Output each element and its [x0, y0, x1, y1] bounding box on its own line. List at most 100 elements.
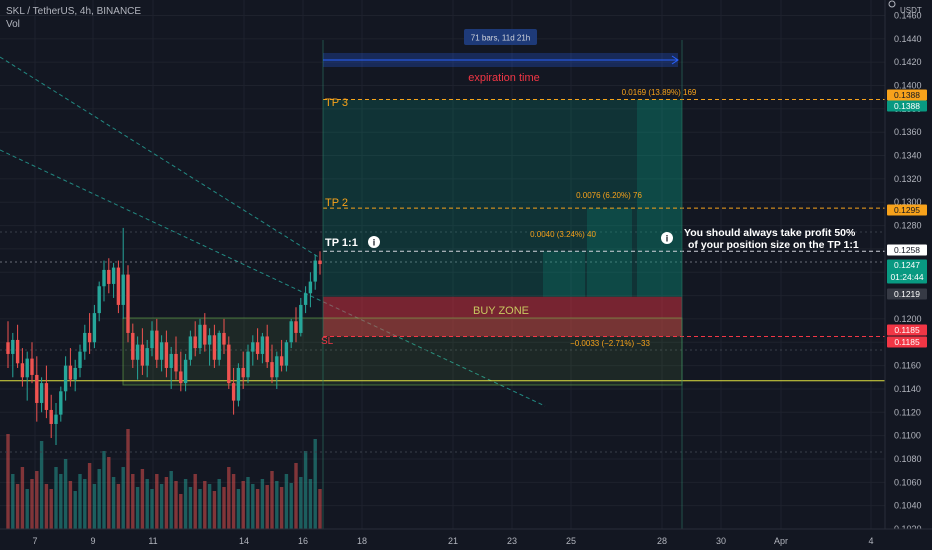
candle-body [231, 383, 236, 401]
candle-body [131, 332, 135, 360]
candle[interactable] [145, 339, 149, 378]
candle[interactable] [203, 313, 207, 352]
candle[interactable] [159, 335, 164, 372]
volume-bar [212, 491, 217, 529]
candle[interactable] [212, 324, 217, 368]
price-badge[interactable]: 0.1185 [887, 324, 927, 336]
candle[interactable] [87, 313, 92, 354]
volume-bar [203, 481, 207, 529]
candle[interactable] [111, 262, 116, 298]
candle[interactable] [188, 330, 193, 366]
candle[interactable] [35, 356, 39, 422]
profit-zone[interactable] [323, 99, 682, 297]
time-axis[interactable]: 7 9 11 14 16 18 21 23 25 28 30 Apr 4 [0, 528, 932, 550]
candle[interactable] [174, 336, 178, 380]
info-icon[interactable]: i [368, 236, 380, 248]
candle-body [198, 324, 202, 349]
candle[interactable] [236, 363, 241, 407]
candle[interactable] [54, 402, 58, 445]
candle[interactable] [59, 386, 63, 422]
candle[interactable] [231, 367, 236, 415]
price-badge[interactable]: 0.1388 [887, 89, 927, 101]
candle[interactable] [25, 351, 29, 401]
target-bar [543, 251, 585, 297]
candle[interactable] [227, 336, 231, 389]
candle[interactable] [131, 323, 135, 368]
candle[interactable] [294, 307, 298, 343]
candle[interactable] [126, 265, 130, 343]
candle[interactable] [63, 356, 68, 401]
candle[interactable] [102, 260, 106, 302]
buy-zone[interactable] [323, 296, 682, 337]
candle[interactable] [169, 346, 173, 389]
candle[interactable] [251, 335, 255, 366]
candle[interactable] [279, 339, 284, 372]
accumulation-box[interactable] [122, 317, 683, 386]
candle[interactable] [150, 321, 154, 357]
candle[interactable] [217, 330, 221, 366]
candle-body [63, 365, 68, 392]
candle[interactable] [318, 251, 322, 275]
price-badge-value: 0.1388 [894, 101, 920, 111]
candle[interactable] [313, 254, 317, 290]
candle[interactable] [198, 318, 202, 354]
candle[interactable] [116, 260, 121, 314]
candle[interactable] [260, 332, 265, 364]
candle[interactable] [265, 324, 269, 368]
candle[interactable] [49, 394, 53, 438]
candle[interactable] [30, 342, 34, 384]
candle[interactable] [289, 318, 293, 349]
candle[interactable] [78, 344, 82, 378]
candle[interactable] [68, 348, 73, 387]
settings-gear-icon[interactable] [888, 0, 896, 8]
candle-body [275, 356, 279, 378]
time-tick: 18 [357, 536, 367, 546]
price-badge[interactable]: 0.1295 [887, 204, 927, 216]
candle[interactable] [164, 330, 169, 378]
candle[interactable] [11, 332, 15, 378]
candle[interactable] [246, 344, 250, 384]
price-axis[interactable]: USDT0.14600.14400.14200.14000.13800.1360… [884, 0, 932, 550]
candle[interactable] [270, 344, 274, 384]
price-badge[interactable]: 0.1185 [887, 336, 927, 348]
candle[interactable] [20, 348, 25, 387]
candle[interactable] [135, 336, 140, 380]
symbol-legend[interactable]: SKL / TetherUS, 4h, BINANCE [6, 6, 142, 17]
price-badge[interactable]: 0.1219 [887, 288, 927, 300]
volume-bar [126, 429, 130, 529]
volume-bar [164, 477, 169, 529]
candle[interactable] [92, 304, 97, 349]
candle[interactable] [284, 339, 289, 372]
candle[interactable] [183, 353, 188, 392]
candle[interactable] [83, 324, 87, 360]
candle[interactable] [6, 321, 10, 368]
candle[interactable] [222, 318, 226, 354]
price-badge[interactable]: 0.1247 01:24:44 [887, 259, 927, 284]
volume-legend[interactable]: Vol [6, 19, 20, 30]
candle[interactable] [44, 365, 49, 419]
candle[interactable] [179, 351, 183, 392]
price-badge[interactable]: 0.1388 [887, 100, 927, 112]
candle[interactable] [121, 227, 125, 319]
candle[interactable] [39, 377, 44, 413]
gear-ring [888, 0, 896, 8]
candle[interactable] [303, 286, 308, 314]
volume-bar [116, 484, 121, 529]
candle[interactable] [299, 297, 303, 337]
candle[interactable] [15, 324, 20, 368]
candle[interactable] [193, 321, 197, 357]
candle[interactable] [255, 328, 260, 360]
candle[interactable] [308, 272, 313, 308]
info-icon[interactable]: i [661, 232, 673, 244]
candle[interactable] [155, 318, 159, 368]
candle[interactable] [207, 328, 212, 366]
price-badge[interactable]: 0.1258 [887, 244, 927, 256]
candle[interactable] [97, 281, 101, 322]
trendline-lower[interactable] [0, 149, 546, 407]
candle[interactable] [275, 351, 279, 389]
candle[interactable] [140, 328, 145, 375]
candle[interactable] [241, 351, 245, 389]
candle[interactable] [107, 258, 111, 294]
candle[interactable] [73, 359, 77, 392]
